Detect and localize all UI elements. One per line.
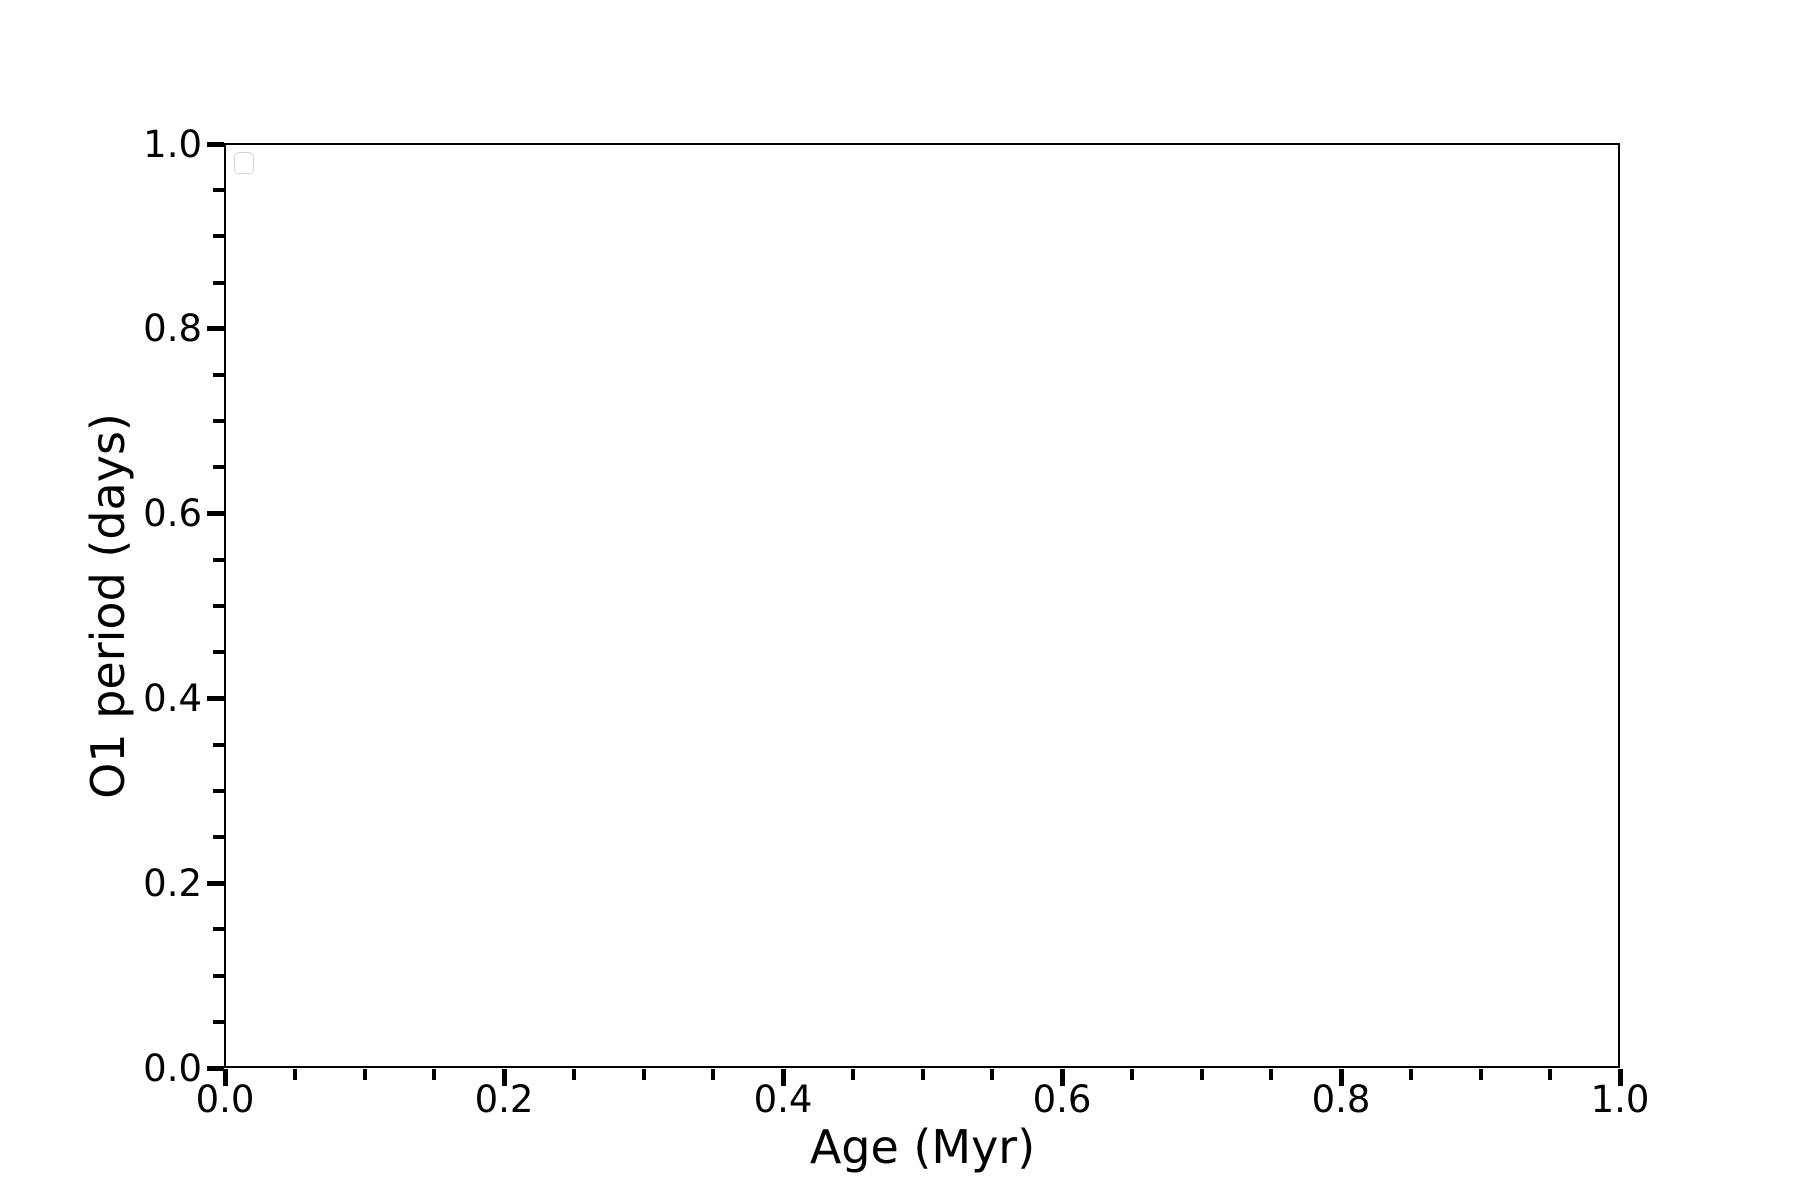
y-axis-minor-tick	[213, 604, 224, 608]
y-axis-major-tick	[207, 1065, 224, 1071]
x-axis-minor-tick	[1478, 1069, 1483, 1080]
x-axis-major-tick	[780, 1069, 786, 1086]
x-axis-tick-label: 0.2	[474, 1078, 534, 1121]
y-axis-minor-tick	[213, 557, 224, 562]
y-axis-minor-tick	[213, 373, 224, 377]
x-axis-tick-label: 0.6	[1032, 1078, 1092, 1121]
x-axis-major-tick	[1338, 1069, 1344, 1086]
y-axis-minor-tick	[213, 788, 224, 793]
x-axis-tick-label: 0.0	[195, 1078, 255, 1121]
y-axis-major-tick	[207, 695, 224, 701]
y-axis-minor-tick	[213, 188, 224, 193]
x-axis-minor-tick	[571, 1069, 576, 1080]
x-axis-minor-tick	[920, 1069, 925, 1080]
x-axis-tick-label: 0.4	[753, 1078, 813, 1121]
x-axis-minor-tick	[1548, 1069, 1553, 1080]
x-axis-minor-tick	[362, 1069, 367, 1080]
y-axis-minor-tick	[213, 419, 224, 424]
x-axis-major-tick	[222, 1069, 228, 1086]
y-axis-tick-label: 0.8	[143, 307, 202, 351]
y-axis-tick-label: 0.2	[143, 861, 202, 905]
x-axis-minor-tick	[711, 1069, 716, 1080]
x-axis-minor-tick	[1269, 1069, 1274, 1080]
y-axis-tick-label: 0.0	[143, 1046, 202, 1090]
y-axis-minor-tick	[213, 650, 224, 655]
y-axis-tick-label: 0.6	[143, 492, 202, 536]
x-axis-minor-tick	[641, 1069, 646, 1080]
y-axis-label: O1 period (days)	[81, 413, 135, 799]
y-axis-minor-tick	[213, 835, 224, 839]
x-axis-major-tick	[1059, 1069, 1065, 1086]
y-axis-minor-tick	[213, 927, 224, 932]
y-axis-minor-tick	[213, 465, 224, 470]
x-axis-major-tick	[501, 1069, 507, 1086]
x-axis-tick-label: 1.0	[1590, 1078, 1650, 1121]
x-axis-minor-tick	[1199, 1069, 1204, 1080]
y-axis-minor-tick	[213, 234, 224, 239]
y-axis-minor-tick	[213, 1019, 224, 1024]
plot-area	[224, 143, 1620, 1068]
legend-box-empty	[234, 152, 254, 174]
x-axis-minor-tick	[990, 1069, 995, 1080]
x-axis-minor-tick	[1129, 1069, 1134, 1080]
y-axis-tick-label: 0.4	[143, 676, 202, 720]
x-axis-major-tick	[1617, 1069, 1623, 1086]
x-axis-tick-label: 0.8	[1311, 1078, 1371, 1121]
x-axis-label: Age (Myr)	[809, 1120, 1036, 1174]
y-axis-minor-tick	[213, 973, 224, 978]
y-axis-tick-label: 1.0	[143, 122, 202, 166]
y-axis-major-tick	[207, 880, 224, 886]
y-axis-major-tick	[207, 511, 224, 517]
y-axis-minor-tick	[213, 280, 224, 285]
y-axis-major-tick	[207, 326, 224, 332]
x-axis-minor-tick	[1408, 1069, 1413, 1080]
x-axis-minor-tick	[292, 1069, 297, 1080]
x-axis-minor-tick	[432, 1069, 437, 1080]
y-axis-major-tick	[207, 141, 224, 147]
x-axis-minor-tick	[850, 1069, 855, 1080]
y-axis-minor-tick	[213, 742, 224, 747]
